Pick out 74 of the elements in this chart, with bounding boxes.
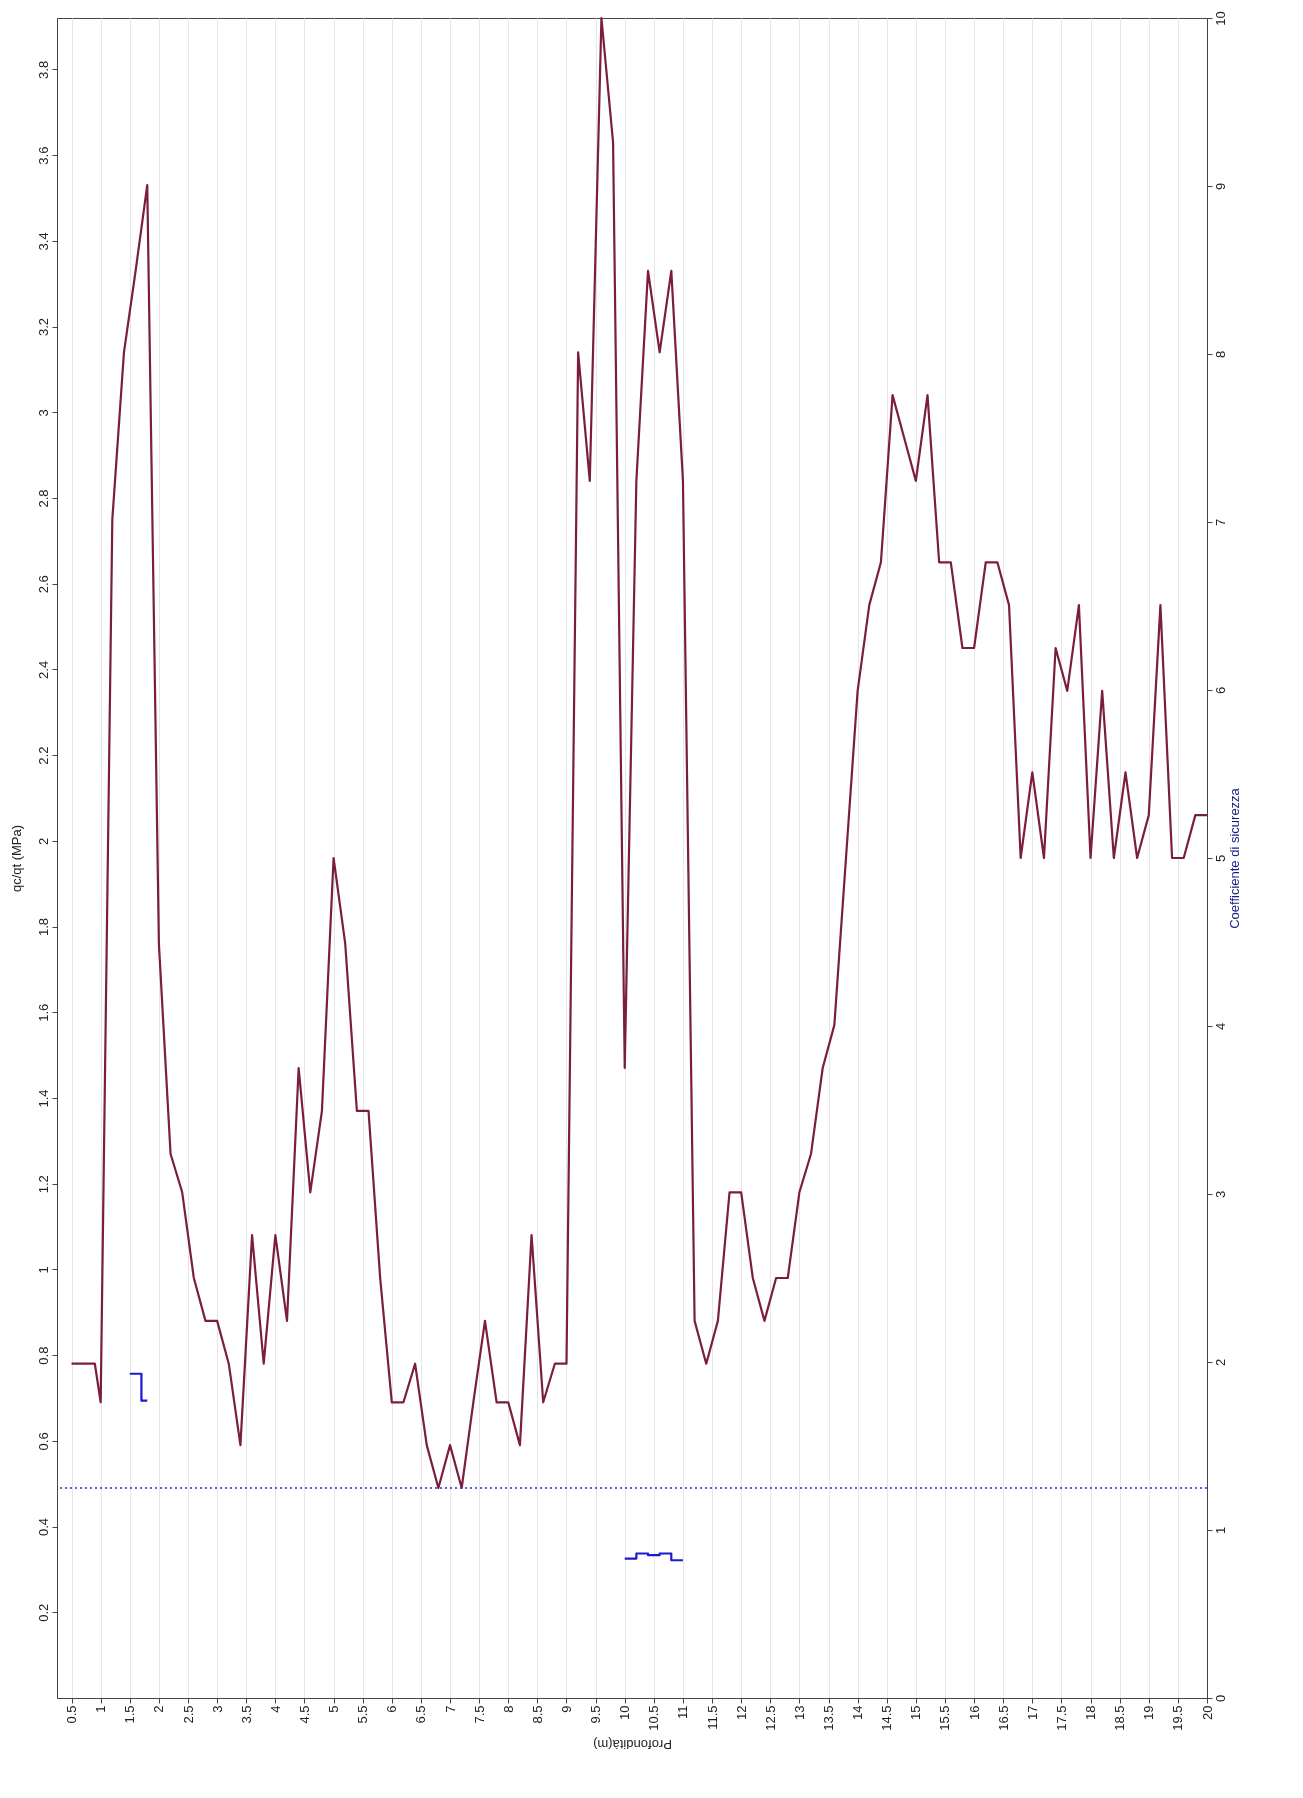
y-tick-label: 3.4 [35, 232, 51, 251]
y-tick-label: 1.8 [35, 918, 51, 937]
x-tick-label: 17 [1024, 1705, 1040, 1720]
y-tick-label: 1.6 [35, 1003, 51, 1022]
y-tick-label: 2.4 [35, 660, 51, 679]
x-tick-label: 16.5 [995, 1705, 1011, 1731]
x-tick-label: 9.5 [588, 1705, 604, 1724]
x-axis-title: Profondità(m) [593, 1736, 672, 1752]
x-tick-label: 6.5 [413, 1705, 429, 1724]
x-tick-label: 0.5 [64, 1705, 80, 1724]
line-series [70, 16, 1209, 1490]
y-tick-label: 1 [35, 1266, 51, 1274]
x-tick-label: 18.5 [1112, 1705, 1128, 1731]
y2-tick-label: 9 [1212, 182, 1228, 191]
x-tick-label: 5 [326, 1705, 342, 1713]
x-tick-label: 6 [384, 1705, 400, 1713]
x-tick-label: 7.5 [471, 1705, 487, 1724]
x-tick-label: 1 [93, 1705, 109, 1713]
x-tick-label: 15.5 [937, 1705, 953, 1731]
x-tick-label: 2 [151, 1705, 167, 1713]
x-tick-label: 11.5 [704, 1705, 720, 1730]
x-tick-label: 14 [850, 1705, 866, 1720]
y2-axis-title: Coefficiente di sicurezza [1226, 787, 1242, 929]
y2-tick-label: 8 [1212, 350, 1228, 359]
y2-tick-label: 2 [1212, 1358, 1228, 1367]
x-tick-label: 10.5 [646, 1705, 662, 1731]
x-tick-label: 5.5 [355, 1705, 371, 1724]
y-tick-label: 0.8 [35, 1346, 51, 1365]
x-tick-label: 4 [267, 1705, 283, 1713]
y-axis-title: qc/qt (MPa) [8, 824, 24, 893]
x-tick-label: 11 [675, 1705, 691, 1719]
x-tick-label: 12 [733, 1705, 749, 1720]
x-tick-label: 2.5 [180, 1705, 196, 1724]
x-tick-label: 19.5 [1170, 1705, 1186, 1731]
x-tick-label: 8 [500, 1705, 516, 1713]
y-tick-label: 2.8 [35, 489, 51, 508]
x-tick-label: 4.5 [296, 1705, 312, 1724]
x-tick-label: 20 [1199, 1705, 1215, 1720]
x-tick-label: 19 [1141, 1705, 1157, 1720]
y-tick-label: 3 [35, 409, 51, 417]
x-tick-label: 18 [1083, 1705, 1099, 1720]
y2-tick-label: 10 [1212, 11, 1228, 26]
x-tick-label: 12.5 [762, 1705, 778, 1731]
x-tick-label: 17.5 [1053, 1705, 1069, 1731]
y2-tick-label: 0 [1212, 1694, 1228, 1703]
y2-tick-label: 4 [1212, 1022, 1228, 1031]
x-tick-label: 9 [558, 1705, 574, 1713]
y-tick-label: 3.6 [35, 146, 51, 165]
x-tick-label: 16 [966, 1705, 982, 1720]
y2-tick-label: 3 [1212, 1190, 1228, 1199]
x-tick-label: 14.5 [879, 1705, 895, 1731]
y2-tick-label: 1 [1212, 1526, 1228, 1535]
y-tick-label: 1.2 [35, 1175, 51, 1194]
x-tick-label: 10 [617, 1705, 633, 1720]
y-tick-label: 2.2 [35, 746, 51, 765]
x-tick-label: 3.5 [238, 1705, 254, 1724]
y-tick-label: 1.4 [35, 1089, 51, 1108]
y-tick-label: 3.2 [35, 318, 51, 337]
x-tick-label: 15 [908, 1705, 924, 1720]
x-tick-label: 3 [209, 1705, 225, 1713]
y-tick-label: 0.2 [35, 1603, 51, 1622]
x-tick-label: 8.5 [529, 1705, 545, 1724]
y2-tick-label: 7 [1212, 518, 1228, 527]
y2-tick-label: 6 [1212, 686, 1228, 695]
y2-tick-label: 5 [1212, 854, 1228, 863]
y-tick-label: 3.8 [35, 60, 51, 79]
x-tick-label: 7 [442, 1705, 458, 1713]
x-tick-label: 13.5 [821, 1705, 837, 1731]
y-tick-label: 0.6 [35, 1432, 51, 1451]
y-tick-label: 2 [35, 837, 51, 845]
y-tick-label: 0.4 [35, 1518, 51, 1537]
x-tick-label: 1.5 [122, 1705, 138, 1724]
y-tick-label: 2.6 [35, 575, 51, 594]
x-tick-label: 13 [791, 1705, 807, 1720]
